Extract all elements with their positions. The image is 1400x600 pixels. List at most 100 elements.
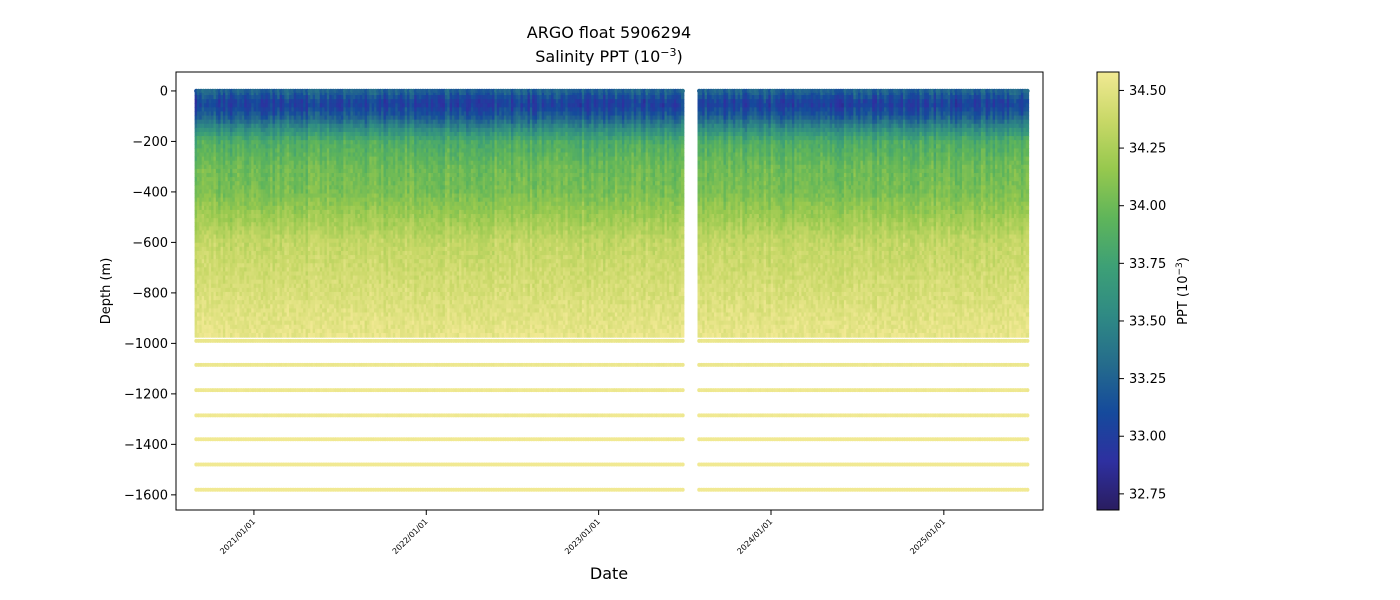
profile-segment: [204, 332, 208, 338]
profile-segment: [227, 197, 232, 203]
profile-segment: [222, 283, 227, 289]
profile-segment: [206, 177, 210, 182]
profile-segment: [218, 197, 222, 203]
profile-segment: [244, 279, 248, 285]
profile-segment: [230, 259, 234, 264]
profile-segment: [258, 168, 262, 174]
profile-segment: [199, 119, 203, 125]
profile-segment: [215, 234, 220, 240]
profile-segment: [199, 234, 203, 240]
profile-segment: [237, 95, 241, 100]
profile-segment: [248, 283, 253, 289]
profile-segment: [239, 230, 243, 236]
profile-segment: [237, 148, 241, 154]
profile-segment: [213, 320, 217, 326]
profile-segment: [211, 320, 215, 326]
profile-segment: [251, 287, 255, 293]
profile-segment: [227, 324, 232, 330]
profile-segment: [204, 324, 208, 330]
profile-segment: [253, 296, 258, 301]
profile-segment: [215, 283, 220, 289]
profile-segment: [201, 131, 206, 137]
profile-segment: [218, 267, 222, 273]
profile-segment: [234, 136, 239, 141]
profile-segment: [227, 205, 232, 211]
profile-segment: [241, 222, 246, 227]
profile-segment: [215, 267, 220, 273]
profile-segment: [215, 255, 220, 260]
profile-segment: [237, 99, 241, 104]
profile-segment: [234, 246, 239, 252]
profile-segment: [253, 275, 258, 281]
profile-segment: [218, 119, 222, 125]
profile-segment: [194, 246, 199, 252]
profile-segment: [196, 300, 201, 305]
profile-segment: [241, 320, 246, 326]
profile-segment: [244, 267, 248, 273]
profile-segment: [208, 131, 213, 137]
profile-segment: [255, 140, 260, 145]
profile-segment: [194, 172, 199, 178]
profile-segment: [201, 300, 206, 305]
profile-segment: [232, 115, 236, 121]
profile-segment: [253, 238, 258, 244]
profile-segment: [239, 275, 243, 281]
profile-segment: [215, 291, 220, 297]
profile-segment: [208, 148, 213, 154]
profile: [212, 88, 218, 492]
profile-segment: [206, 172, 210, 178]
profile-segment: [244, 328, 248, 334]
profile-segment: [232, 172, 236, 178]
profile-segment: [241, 107, 246, 113]
profile-segment: [196, 332, 201, 338]
profile-segment: [201, 99, 206, 104]
profile-segment: [215, 181, 220, 186]
profile-segment: [201, 156, 206, 162]
profile-segment: [241, 312, 246, 318]
profile-segment: [194, 136, 199, 141]
profile-segment: [232, 156, 236, 162]
profile-segment: [215, 300, 220, 305]
profile-segment: [248, 271, 253, 277]
profile-segment: [194, 164, 199, 170]
profile-segment: [201, 160, 206, 166]
profile-segment: [213, 189, 217, 195]
profile-segment: [232, 308, 236, 314]
profile-segment: [253, 156, 258, 162]
profile-segment: [213, 222, 217, 227]
profile-segment: [251, 148, 255, 154]
profile-segment: [204, 177, 208, 182]
profile-segment: [255, 115, 260, 121]
profile-segment: [196, 140, 201, 145]
profile-segment: [204, 300, 208, 305]
profile-segment: [222, 103, 227, 108]
profile-segment: [220, 209, 224, 215]
profile-segment: [241, 218, 246, 223]
profile-segment: [248, 189, 253, 195]
profile-segment: [215, 152, 220, 158]
profile-segment: [206, 300, 210, 305]
profile-segment: [239, 148, 243, 154]
profile-segment: [237, 168, 241, 174]
profile-segment: [251, 328, 255, 334]
profile-segment: [194, 279, 199, 285]
profile-segment: [225, 263, 229, 268]
profile-segment: [239, 95, 243, 100]
profile-segment: [253, 242, 258, 248]
profile-segment: [251, 312, 255, 318]
profile-segment: [241, 238, 246, 244]
profile-segment: [227, 201, 232, 207]
profile-segment: [253, 177, 258, 182]
profile-segment: [237, 127, 241, 133]
profile-segment: [225, 218, 229, 223]
profile-segment: [248, 201, 253, 207]
profile-segment: [244, 111, 248, 117]
profile-segment: [218, 287, 222, 293]
profile-segment: [213, 156, 217, 162]
profile-segment: [244, 197, 248, 203]
profile-segment: [196, 115, 201, 121]
profile-segment: [199, 271, 203, 277]
profile-segment: [196, 218, 201, 223]
profile-segment: [208, 300, 213, 305]
profile-segment: [222, 250, 227, 256]
